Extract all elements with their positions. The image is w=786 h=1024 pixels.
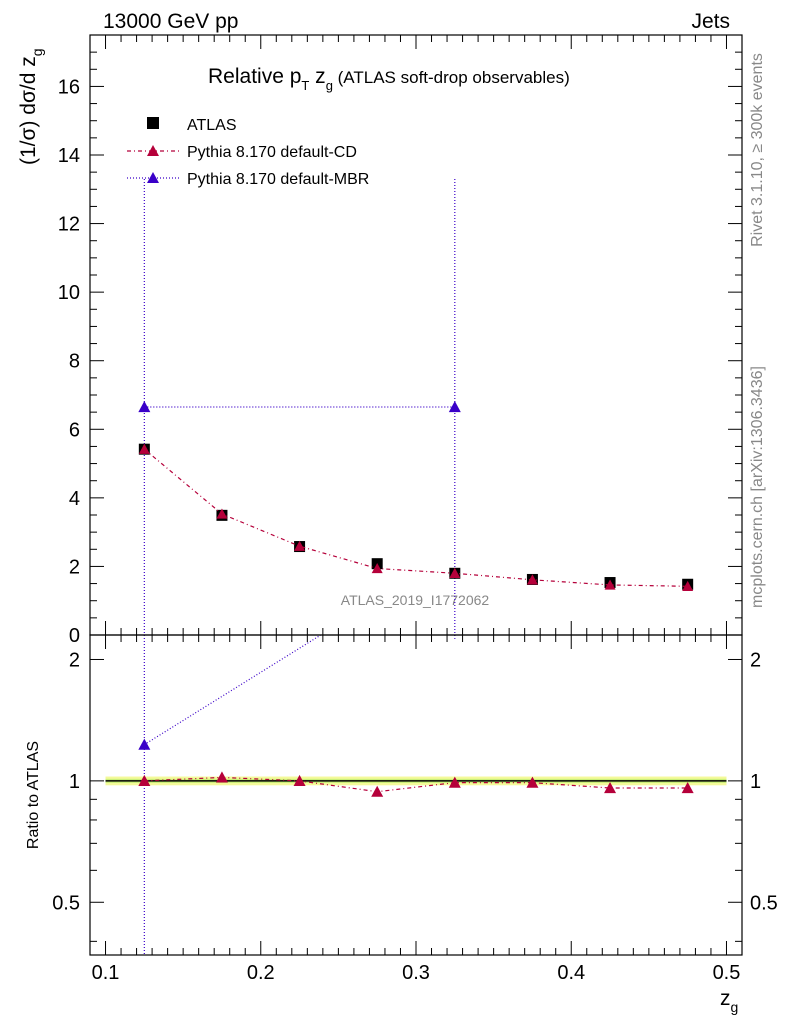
main-y-tick-label: 12 [58, 214, 80, 236]
ratio-mbr-point [138, 738, 151, 750]
analysis-watermark: ATLAS_2019_I1772062 [341, 592, 490, 608]
main-mbr-point [448, 401, 461, 413]
x-tick-label: 0.5 [713, 962, 741, 984]
main-y-tick-label: 2 [69, 556, 80, 578]
ratio-y-tick-label-right: 1 [750, 771, 761, 793]
ratio-plot-area [105, 635, 727, 955]
ratio-cd-line [144, 776, 688, 793]
x-tick-label: 0.2 [247, 962, 275, 984]
ratio-y-tick-label: 0.5 [52, 892, 80, 914]
ratio-y-tick-label-right: 0.5 [750, 892, 778, 914]
xlabel-text: z [720, 987, 731, 1010]
ratio-y-tick-label-right: 2 [750, 649, 761, 671]
main-y-tick-label: 8 [69, 351, 80, 373]
main-y-tick-label: 14 [58, 145, 80, 167]
main-ylabel-text: (1/σ) dσ/d z [17, 56, 40, 165]
main-y-tick-label: 16 [58, 76, 80, 98]
legend-label-atlas: ATLAS [187, 117, 237, 134]
ratio-cd-point [681, 782, 694, 794]
ratio-y-tick-label: 2 [69, 649, 80, 671]
title-main: Relative p [208, 65, 301, 88]
ratio-y-tick-label: 1 [69, 771, 80, 793]
ratio-cd-point [448, 776, 461, 788]
xlabel: zg [720, 987, 738, 1015]
ratio-ylabel: Ratio to ATLAS [25, 741, 42, 849]
title-z: z [309, 65, 325, 88]
ratio-cd-point [604, 782, 617, 794]
main-y-tick-label: 6 [69, 419, 80, 441]
xlabel-sub: g [731, 999, 739, 1015]
main-cd-point [138, 443, 150, 454]
ratio-cd-point [215, 771, 228, 783]
ratio-cd-point [138, 774, 151, 786]
legend-marker-cd [147, 145, 159, 156]
main-y-tick-label: 0 [69, 625, 80, 647]
legend-marker-atlas [147, 117, 159, 129]
main-cd-line [143, 448, 688, 587]
x-tick-label: 0.4 [557, 962, 585, 984]
main-cd-point [216, 508, 228, 519]
ratio-frame [89, 634, 743, 956]
main-cd-point [449, 567, 461, 578]
ratio-mbr-line [144, 635, 322, 746]
header-left: 13000 GeV pp [103, 10, 238, 33]
x-tick-label: 0.3 [402, 962, 430, 984]
title-sub-g: g [326, 78, 333, 93]
title-rest: (ATLAS soft-drop observables) [333, 68, 570, 87]
main-cd-point [682, 580, 694, 591]
ratio-cd-point [293, 774, 306, 786]
legend: ATLAS Pythia 8.170 default-CD Pythia 8.1… [127, 117, 369, 188]
main-y-tick-label: 4 [69, 488, 80, 510]
main-ylabel: (1/σ) dσ/d zg [17, 48, 45, 165]
main-cd-point [371, 562, 383, 574]
main-cd-point [294, 540, 306, 551]
header-right: Jets [691, 10, 730, 33]
main-plot-area [138, 179, 694, 635]
mcplots-label: mcplots.cern.ch [arXiv:1306.3436] [749, 366, 766, 608]
main-y-tick-label: 10 [58, 282, 80, 304]
main-mbr-point [138, 401, 151, 413]
legend-label-mbr: Pythia 8.170 default-MBR [187, 171, 369, 188]
rivet-label: Rivet 3.1.10, ≥ 300k events [749, 53, 766, 247]
x-tick-label: 0.1 [92, 962, 120, 984]
main-cd-point [604, 579, 616, 590]
chart-title: Relative pT zg (ATLAS soft-drop observab… [208, 65, 570, 93]
ratio-cd-point [526, 776, 539, 788]
legend-label-cd: Pythia 8.170 default-CD [187, 144, 357, 161]
ratio-cd-point [371, 785, 384, 797]
main-ylabel-sub: g [29, 48, 45, 56]
title-sub-t: T [301, 78, 309, 93]
legend-marker-mbr [147, 172, 159, 183]
main-cd-point [526, 574, 538, 585]
